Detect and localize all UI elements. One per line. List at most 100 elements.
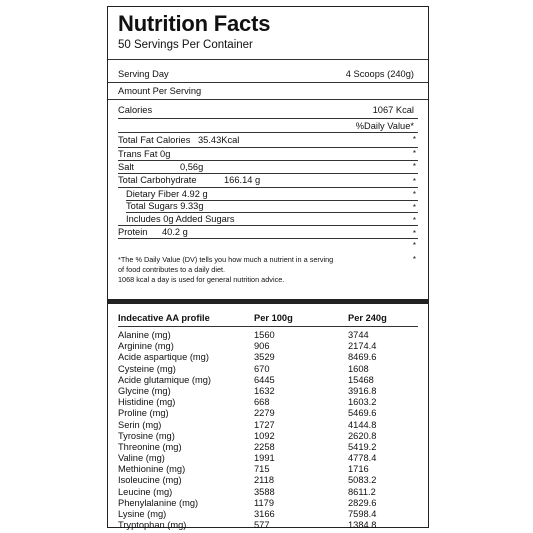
calories-label: Calories [118,105,153,115]
dietary-fiber-label: Dietary Fiber 4.92 g [126,189,208,199]
total-fat-dv: * [412,135,416,144]
nutrition-label: Nutrition Facts 50 Servings Per Containe… [107,6,429,531]
daily-value-header: %Daily Value* [355,121,414,131]
aa-per100: 1179 [254,497,274,508]
protein-dv: * [412,229,416,238]
salt-value: 0,56g [180,162,204,172]
table-row: Lysine (mg) 3166 7598.4 [118,509,418,520]
aa-per240: 4144.8 [348,419,377,430]
added-sugars-dv: * [412,216,416,225]
protein-label: Protein [118,227,148,237]
total-sugars-label: Total Sugars 9.33g [126,201,204,211]
aa-per100: 2118 [254,475,274,486]
servings-per-container: 50 Servings Per Container [118,39,253,51]
amount-per-serving: Amount Per Serving [118,86,202,96]
aa-per100: 1560 [254,330,275,340]
table-row: Glycine (mg) 1632 3916.8 [118,386,418,397]
divider [118,173,418,174]
nutrient-row-protein: Protein 40.2 g [118,227,418,238]
divider [118,326,418,327]
footnote: *The % Daily Value (DV) tells you how mu… [118,255,418,285]
aa-header-per100: Per 100g [254,313,293,323]
nutrient-row-total-fat: Total Fat Calories 35.43Kcal [118,135,418,146]
nutrient-row-total-carbohydrate: Total Carbohydrate 166.14 g [118,175,418,186]
footnote-line: of food contributes to a daily diet. [118,265,226,274]
divider [126,200,418,201]
aa-per100: 3588 [254,486,275,497]
aa-name: Phenylalanine (mg) [118,497,199,508]
aa-per100: 906 [254,341,270,352]
aa-per100: 668 [254,397,270,408]
aa-name: Proline (mg) [118,408,169,419]
aa-name: Alanine (mg) [118,330,171,340]
aa-name: Histidine (mg) [118,397,176,408]
divider [108,59,428,60]
aa-per240: 1384.8 [348,520,377,531]
aa-per240: 7598.4 [348,509,377,519]
aa-name: Glycine (mg) [118,385,171,396]
total-carbohydrate-label: Total Carbohydrate [118,175,197,185]
aa-per240: 4778.4 [348,453,377,464]
aa-per100: 1727 [254,419,275,430]
nutrient-row-added-sugars: Includes 0g Added Sugars [126,214,418,225]
aa-per100: 670 [254,363,270,374]
footnote-line: 1068 kcal a day is used for general nutr… [118,275,285,284]
nutrient-row-dietary-fiber: Dietary Fiber 4.92 g [126,189,418,200]
divider [118,187,418,188]
divider [118,225,418,226]
aa-per100: 1632 [254,385,275,396]
divider [108,82,428,83]
divider [118,160,418,161]
table-row: Cysteine (mg) 670 1608 [118,364,418,375]
aa-per240: 2620.8 [348,430,377,441]
table-row: Phenylalanine (mg) 1179 2829.6 [118,498,418,509]
aa-header-name: Indecative AA profile [118,313,210,323]
aa-profile-list: Alanine (mg) 1560 3744 Arginine (mg) 906 217… [118,330,418,531]
aa-per100: 1991 [254,453,275,464]
aa-per240: 2174.4 [348,341,377,352]
divider [126,212,418,213]
aa-name: Tryptophan (mg) [118,520,187,531]
serving-size-label: Serving Day [118,69,169,79]
table-row: Alanine (mg) 1560 3744 [118,330,418,341]
extra-dv-marker: * [412,241,416,250]
aa-name: Methionine (mg) [118,464,186,475]
aa-name: Acide glutamique (mg) [118,374,212,385]
aa-per240: 2829.6 [348,497,377,508]
nutrient-row-trans-fat: Trans Fat 0g [118,149,418,160]
label-title: Nutrition Facts [118,11,271,36]
table-row: Valine (mg) 1991 4778.4 [118,453,418,464]
aa-per240: 5469.6 [348,408,377,419]
aa-name: Cysteine (mg) [118,363,176,374]
divider [118,132,418,133]
salt-label: Salt [118,162,135,172]
aa-per100: 3529 [254,352,275,363]
table-row: Serin (mg) 1727 4144.8 [118,420,418,431]
total-fat-value: 35.43Kcal [198,135,240,145]
aa-per100: 3166 [254,509,275,519]
table-row: Leucine (mg) 3588 8611.2 [118,487,418,498]
table-row: Methionine (mg) 715 1716 [118,464,418,475]
aa-name: Valine (mg) [118,453,165,464]
aa-per240: 3916.8 [348,385,377,396]
total-carbohydrate-value: 166.14 g [224,175,261,185]
protein-value: 40.2 g [162,227,188,237]
table-row: Proline (mg) 2279 5469.6 [118,408,418,419]
aa-per240: 1603.2 [348,397,377,408]
aa-name: Arginine (mg) [118,341,174,352]
calories-row: Calories 1067 Kcal [118,105,418,116]
aa-header-per240: Per 240g [348,313,387,323]
aa-name: Tyrosine (mg) [118,430,175,441]
divider [118,118,418,119]
footnote-line: *The % Daily Value (DV) tells you how mu… [118,255,334,264]
aa-per240: 8611.2 [348,486,376,497]
nutrient-row-total-sugars: Total Sugars 9.33g [126,201,418,212]
aa-name: Threonine (mg) [118,441,182,452]
table-row: Acide aspartique (mg) 3529 8469.6 [118,352,418,363]
salt-dv: * [412,162,416,171]
table-row: Histidine (mg) 668 1603.2 [118,397,418,408]
total-sugars-dv: * [412,203,416,212]
trans-fat-dv: * [412,149,416,158]
divider [118,147,418,148]
aa-per100: 715 [254,464,270,475]
